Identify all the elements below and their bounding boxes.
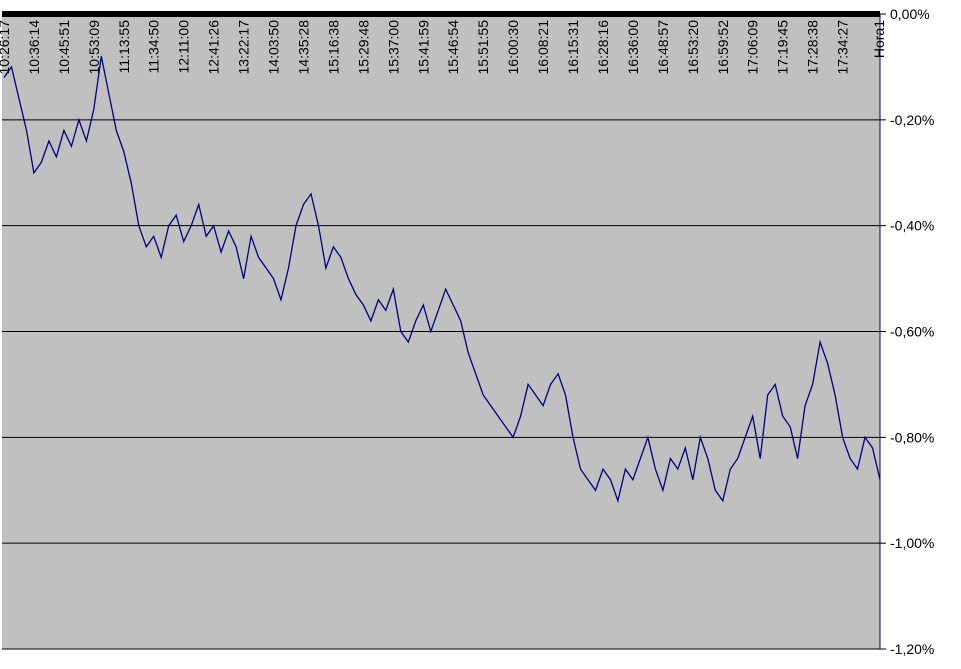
x-tick-label: 10:36:14: [26, 20, 42, 75]
x-tick-label: 15:46:54: [445, 20, 461, 75]
y-tick-label: -0,40%: [890, 218, 934, 234]
x-tick-label: 15:41:59: [415, 20, 431, 75]
x-tick-label: 15:16:38: [325, 20, 341, 75]
y-tick-label: -0,80%: [890, 429, 934, 445]
series-line: [3, 56, 881, 504]
x-tick-label: 14:03:50: [266, 20, 282, 75]
x-tick-label: 11:13:55: [116, 20, 132, 74]
x-tick-label: 17:28:38: [805, 20, 821, 75]
x-tick-label: 10:26:17: [0, 20, 12, 75]
y-tick-label: 0,00%: [890, 6, 930, 22]
x-tick-label: 12:41:26: [206, 20, 222, 75]
x-tick-label: 14:35:28: [295, 20, 311, 75]
x-tick-label: 16:28:16: [595, 20, 611, 75]
y-tick-label: -1,00%: [890, 535, 934, 551]
x-axis-title: Hora1: [871, 20, 887, 58]
x-tick-label: 10:53:09: [86, 20, 102, 75]
x-tick-label: 15:37:00: [385, 20, 401, 75]
x-tick-label: 10:45:51: [56, 20, 72, 75]
x-tick-label: 16:53:20: [685, 20, 701, 75]
x-tick-label: 16:08:21: [535, 20, 551, 75]
x-tick-label: 15:29:48: [355, 20, 371, 75]
x-tick-label: 11:34:50: [146, 20, 162, 74]
y-tick-label: -0,60%: [890, 324, 934, 340]
x-tick-label: 15:51:55: [475, 20, 491, 75]
x-tick-label: 16:15:31: [565, 20, 581, 75]
x-tick-label: 16:36:00: [625, 20, 641, 75]
x-tick-label: 16:00:30: [505, 20, 521, 75]
x-tick-label: 17:34:27: [835, 20, 851, 75]
x-tick-label: 16:48:57: [655, 20, 671, 75]
x-tick-label: 17:19:45: [775, 20, 791, 75]
y-tick-label: -1,20%: [890, 641, 934, 657]
x-tick-label: 17:06:09: [745, 20, 761, 75]
x-tick-label: 12:11:00: [176, 20, 192, 74]
x-tick-label: 13:22:17: [236, 20, 252, 75]
x-tick-label: 16:59:52: [715, 20, 731, 75]
y-tick-label: -0,20%: [890, 112, 934, 128]
